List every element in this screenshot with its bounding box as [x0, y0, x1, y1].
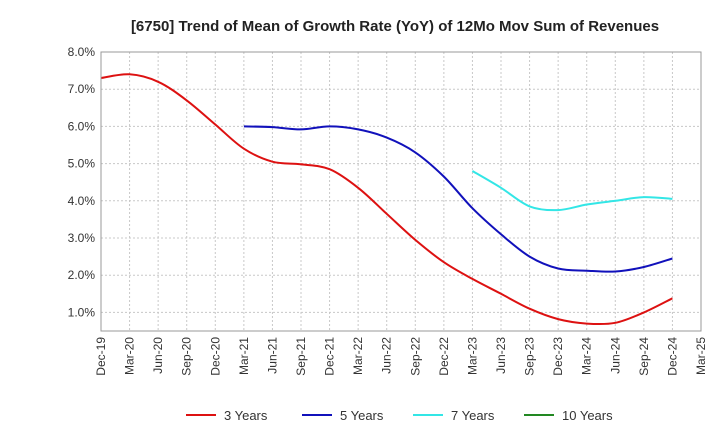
x-tick-label: Sep-22 [408, 337, 422, 376]
y-tick-label: 5.0% [68, 157, 96, 171]
x-tick-label: Dec-23 [551, 337, 565, 376]
series-lines [100, 73, 673, 326]
x-tick-label: Mar-20 [123, 337, 137, 375]
x-tick-label: Jun-23 [494, 337, 508, 374]
series-line-5-years [243, 125, 673, 273]
legend: 3 Years 5 Years 7 Years 10 Years [186, 408, 613, 423]
x-tick-label: Mar-24 [580, 337, 594, 375]
x-tick-label: Mar-25 [694, 337, 708, 375]
y-tick-label: 8.0% [68, 45, 96, 59]
x-tick-label: Jun-22 [380, 337, 394, 374]
x-axis: Dec-19 Mar-20 Jun-20 Sep-20 Dec-20 Mar-21 Jun-… [94, 337, 708, 376]
series-line-3-years [100, 73, 673, 326]
y-tick-label: 3.0% [68, 231, 96, 245]
x-tick-label: Sep-20 [180, 337, 194, 376]
plot-area [100, 51, 702, 332]
y-axis: 1.0% 2.0% 3.0% 4.0% 5.0% 6.0% 7.0% 8.0% [68, 45, 96, 319]
y-tick-label: 7.0% [68, 82, 96, 96]
chart-title: [6750] Trend of Mean of Growth Rate (YoY… [131, 18, 659, 35]
legend-label-10-years: 10 Years [562, 408, 613, 423]
x-tick-label: Mar-22 [351, 337, 365, 375]
x-tick-label: Dec-21 [323, 337, 337, 376]
x-tick-label: Dec-19 [94, 337, 108, 376]
legend-label-3-years: 3 Years [224, 408, 268, 423]
grid-lines [101, 51, 701, 331]
y-tick-label: 6.0% [68, 119, 96, 133]
x-tick-label: Dec-22 [437, 337, 451, 376]
x-tick-label: Jun-20 [151, 337, 165, 374]
x-tick-label: Sep-23 [523, 337, 537, 376]
y-tick-label: 4.0% [68, 194, 96, 208]
x-tick-label: Sep-24 [637, 337, 651, 376]
x-tick-label: Jun-24 [608, 337, 622, 374]
x-tick-label: Mar-21 [237, 337, 251, 375]
x-tick-label: Mar-23 [465, 337, 479, 375]
series-line-7-years [471, 170, 673, 212]
y-tick-label: 2.0% [68, 268, 96, 282]
legend-label-7-years: 7 Years [451, 408, 495, 423]
x-tick-label: Jun-21 [265, 337, 279, 374]
x-tick-label: Sep-21 [294, 337, 308, 376]
legend-label-5-years: 5 Years [340, 408, 384, 423]
x-tick-label: Dec-20 [208, 337, 222, 376]
y-tick-label: 1.0% [68, 305, 96, 319]
x-tick-label: Dec-24 [665, 337, 679, 376]
